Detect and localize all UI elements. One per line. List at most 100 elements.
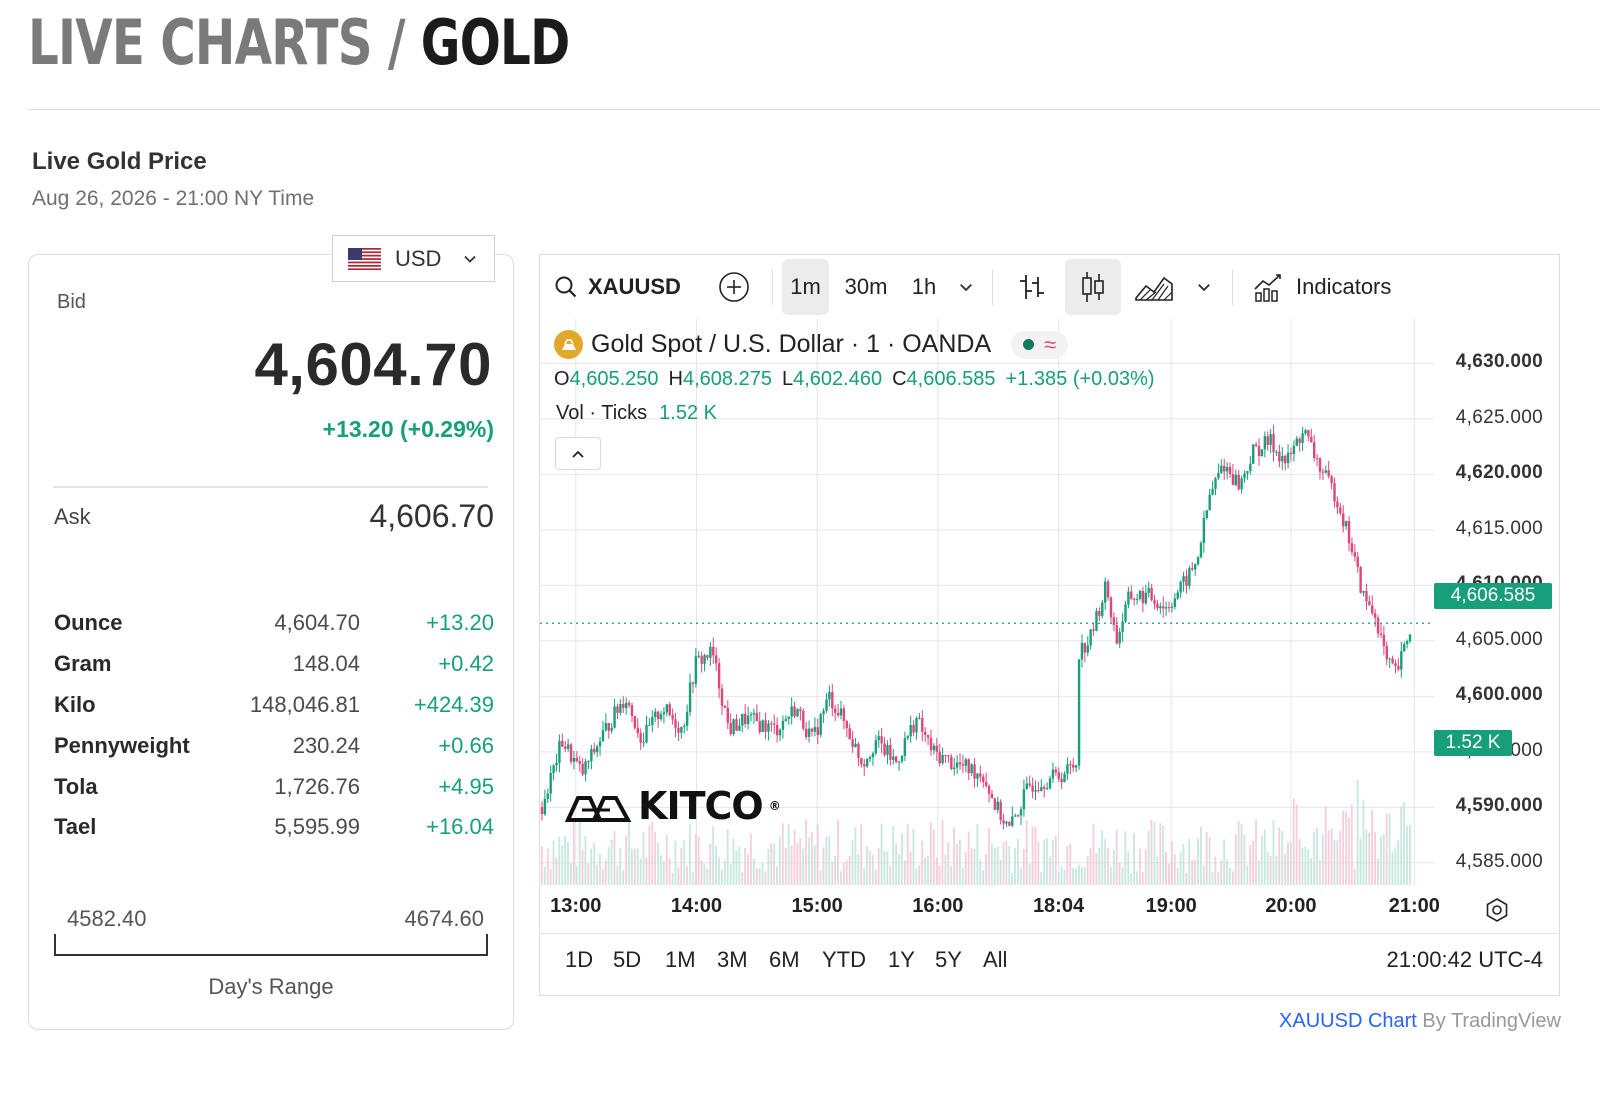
volume-bar [996,846,999,885]
volume-bar [1321,834,1324,885]
volume-bar [668,858,671,885]
volume-bar [1092,824,1095,885]
volume-bar [718,857,720,885]
candle-body [1400,651,1403,670]
range-button-6m[interactable]: 6M [769,947,800,972]
volume-bar [1173,854,1176,885]
candle-body [1196,557,1200,565]
unit-price: 230.24 [292,732,360,758]
volume-bar [1374,831,1376,885]
volume-bar [988,828,990,885]
candle-body [955,762,959,768]
volume-bar [837,820,839,885]
time-axis-label: 14:00 [670,895,723,917]
interval-30m[interactable]: 30m [838,255,894,319]
symbol-search[interactable]: XAUUSD [554,255,684,319]
candle-body [1249,463,1252,472]
candle-body [674,719,677,728]
volume-bar [993,847,996,885]
time-axis[interactable]: 13:00 14:00 15:00 16:00 18:04 19:00 20:00 21:00 [540,895,1440,925]
volume-bar [619,848,622,885]
volume-bar [636,848,639,885]
candle-body [1231,473,1235,485]
volume-bar [572,821,575,885]
compare-symbol-button[interactable] [714,255,754,319]
range-button-5d[interactable]: 5D [613,947,642,972]
chart-toolbar: XAUUSD 1m 30m 1h Indicators [540,255,1560,319]
candle-body [1295,438,1298,446]
volume-bar [1107,847,1109,885]
candle-body [909,724,912,737]
indicators-button[interactable]: Indicators [1252,255,1412,319]
range-button-1m[interactable]: 1M [665,947,696,972]
volume-bar [1295,804,1298,885]
volume-bar [1008,845,1011,885]
candle-body [685,711,689,726]
volume-bar [1150,819,1153,885]
candle-body [1283,455,1287,464]
volume-bar [1165,851,1167,885]
candle-body [598,741,602,747]
collapse-legend-button[interactable] [555,437,601,470]
volume-bar [1406,826,1408,885]
volume-bar [1147,830,1150,885]
candle-body [993,798,997,810]
chart-credit-link[interactable]: XAUUSD Chart [1279,1010,1417,1032]
volume-bar [662,861,665,885]
volume-bar [805,819,807,885]
candle-body [729,722,732,735]
candle-body [1202,518,1206,544]
range-button-all[interactable]: All [983,947,1008,972]
candle-body [863,764,866,767]
unit-price: 5,595.99 [274,814,360,840]
candle-body [990,793,994,799]
range-button-1y[interactable]: 1Y [888,947,915,972]
candle-body [1339,507,1342,514]
range-button-3m[interactable]: 3M [717,947,748,972]
candle-body [744,713,747,725]
interval-1m[interactable]: 1m [782,259,829,315]
candle-body [561,741,564,747]
chart-style-dropdown[interactable] [1192,255,1216,319]
volume-bar [1028,863,1031,885]
settings-icon[interactable] [1484,897,1510,923]
candle-body [892,756,895,760]
chart-credit-by: By TradingView [1422,1010,1561,1032]
candle-body [1353,552,1357,557]
candle-body [607,722,610,731]
volume-bar [851,840,854,885]
volume-bar [1307,849,1310,885]
candle-body [1074,765,1078,768]
volume-bar [677,868,680,885]
volume-bar [860,823,863,885]
range-button-ytd[interactable]: YTD [822,947,866,972]
kitco-logo-icon [564,796,632,822]
candle-body [651,717,654,725]
volume-bar [604,859,607,885]
volume-bar [630,848,633,885]
volume-bar [1287,842,1289,885]
candle-body [1382,634,1386,647]
price-chart-plot[interactable] [540,319,1434,885]
range-button-1d[interactable]: 1D [565,947,594,972]
bar-style-button[interactable] [1012,255,1052,319]
volume-legend-label: Vol · Ticks [556,402,648,424]
volume-bar [590,848,593,885]
tradingview-credit: XAUUSD Chart By TradingView [1279,1010,1561,1033]
candle-body [627,702,631,706]
volume-bar [990,843,993,885]
search-icon [555,276,577,298]
market-status-pill[interactable]: ≈ [1011,330,1069,359]
days-range-high: 4674.60 [404,906,484,931]
candle-style-button[interactable] [1065,259,1121,315]
volume-bar [909,851,912,885]
currency-selector[interactable]: USD [332,235,495,282]
chevron-up-icon [572,450,584,458]
volume-bar [1310,858,1313,885]
candle-body [1193,564,1197,570]
chart-clock[interactable]: 21:00:42 UTC-4 [1386,947,1543,972]
range-button-5y[interactable]: 5Y [935,947,962,972]
interval-1h[interactable]: 1h [904,255,944,319]
area-style-button[interactable] [1132,255,1176,319]
interval-dropdown[interactable] [953,255,979,319]
